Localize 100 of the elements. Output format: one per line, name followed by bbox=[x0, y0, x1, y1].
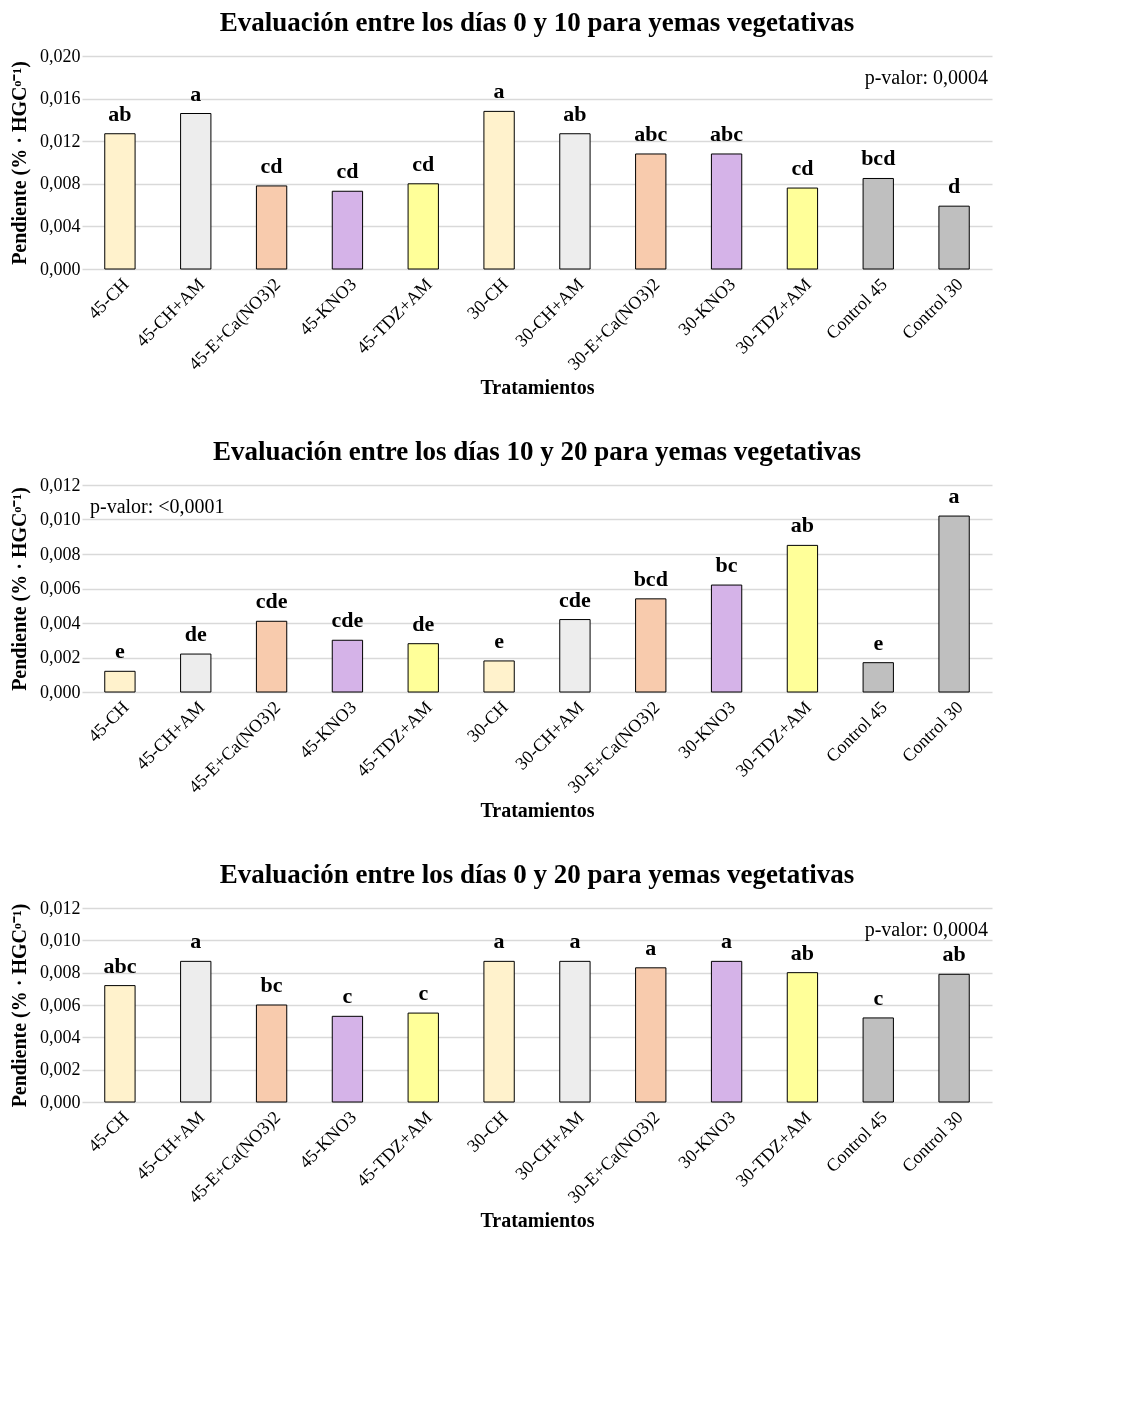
y-tick-label: 0,008 bbox=[40, 543, 81, 564]
y-tick-label: 0,008 bbox=[40, 962, 81, 983]
annotation: abc bbox=[103, 952, 137, 978]
bar bbox=[635, 598, 667, 693]
bar bbox=[938, 515, 970, 693]
bar bbox=[710, 584, 743, 693]
annotation: cd bbox=[791, 155, 814, 181]
chart-title: Evaluación entre los días 0 y 10 para yemas vegetativas bbox=[219, 7, 855, 37]
annotation: c bbox=[873, 984, 884, 1010]
y-tick-label: 0,008 bbox=[40, 173, 81, 194]
bar bbox=[331, 1015, 364, 1103]
annotation: bc bbox=[260, 972, 283, 997]
annotation: c bbox=[418, 980, 429, 1006]
bar bbox=[938, 205, 970, 270]
y-tick-label: 0,010 bbox=[40, 929, 81, 950]
y-tick-label: 0,012 bbox=[40, 130, 81, 151]
x-axis-title: Tratamientos bbox=[480, 1208, 595, 1231]
annotation: a bbox=[721, 928, 733, 954]
y-tick-label: 0,012 bbox=[40, 474, 81, 495]
annotation: cde bbox=[255, 588, 288, 614]
annotation: bcd bbox=[633, 565, 668, 591]
bar bbox=[180, 113, 212, 270]
annotation: a bbox=[190, 80, 202, 106]
annotation: cd bbox=[412, 150, 435, 176]
annotation: ab bbox=[790, 512, 815, 538]
y-tick-label: 0,000 bbox=[40, 681, 81, 702]
x-axis-title: Tratamientos bbox=[480, 798, 595, 821]
chart-title: Evaluación entre los días 10 y 20 para yemas vegetativas bbox=[212, 436, 862, 466]
y-tick-label: 0,010 bbox=[40, 509, 81, 529]
annotation: cde bbox=[559, 586, 592, 612]
bar bbox=[483, 660, 515, 693]
bar bbox=[710, 960, 743, 1103]
y-tick-label: 0,006 bbox=[40, 994, 81, 1015]
y-tick-label: 0,012 bbox=[40, 897, 81, 918]
bar bbox=[407, 1012, 439, 1103]
y-tick-label: 0,002 bbox=[40, 1059, 81, 1080]
annotation: de bbox=[184, 621, 207, 647]
bar bbox=[786, 187, 819, 270]
annotation: cd bbox=[336, 158, 359, 184]
y-tick-label: 0,016 bbox=[40, 88, 81, 109]
bar bbox=[862, 662, 894, 693]
annotation: cde bbox=[331, 607, 364, 633]
annotation: a bbox=[493, 78, 505, 104]
bar bbox=[104, 133, 136, 270]
annotation: a bbox=[948, 483, 960, 509]
annotation: d bbox=[947, 173, 961, 199]
bar bbox=[255, 1004, 288, 1103]
bar bbox=[180, 653, 212, 693]
x-axis-title: Tratamientos bbox=[480, 375, 595, 398]
bar bbox=[635, 153, 667, 270]
chart-title: Evaluación entre los días 0 y 20 para yemas vegetativas bbox=[219, 859, 855, 889]
annotation: c bbox=[342, 983, 353, 1009]
annotation: p-valor: 0,0004 bbox=[864, 918, 988, 941]
bar bbox=[104, 985, 136, 1103]
annotation: cd bbox=[260, 152, 283, 178]
bar bbox=[559, 133, 591, 270]
annotation: a bbox=[190, 928, 202, 954]
bar bbox=[559, 960, 591, 1103]
annotation: p-valor: <0,0001 bbox=[90, 495, 225, 518]
bar bbox=[786, 544, 819, 693]
bar bbox=[331, 639, 364, 693]
annotation: ab bbox=[942, 941, 966, 967]
y-tick-label: 0,004 bbox=[40, 1026, 81, 1047]
bar bbox=[255, 185, 288, 270]
y-axis-title: Pendiente (% · HGCᵒ⁻¹) bbox=[8, 903, 31, 1108]
y-tick-label: 0,004 bbox=[40, 215, 81, 236]
annotation: a bbox=[569, 928, 581, 954]
bar bbox=[862, 1017, 894, 1103]
y-tick-label: 0,006 bbox=[40, 578, 81, 598]
annotation: e bbox=[873, 629, 884, 655]
bar bbox=[483, 960, 515, 1103]
annotation: abc bbox=[634, 120, 668, 146]
bar bbox=[483, 110, 515, 270]
annotation: bc bbox=[715, 552, 738, 578]
bar bbox=[407, 643, 439, 693]
annotation: ab bbox=[563, 100, 587, 126]
bar bbox=[559, 619, 591, 693]
annotation: bcd bbox=[861, 145, 896, 171]
bar bbox=[862, 177, 894, 270]
y-tick-label: 0,000 bbox=[40, 258, 81, 279]
bar bbox=[104, 670, 136, 693]
bar bbox=[255, 620, 288, 693]
annotation: ab bbox=[790, 939, 815, 965]
bar bbox=[635, 967, 667, 1103]
y-axis-title: Pendiente (% · HGCᵒ⁻¹) bbox=[8, 487, 31, 691]
annotation: a bbox=[493, 928, 505, 954]
annotation: de bbox=[412, 610, 435, 636]
annotation: p-valor: 0,0004 bbox=[864, 66, 988, 89]
y-tick-label: 0,000 bbox=[40, 1091, 81, 1112]
annotation: e bbox=[494, 627, 505, 653]
y-tick-label: 0,002 bbox=[40, 647, 81, 667]
annotation: e bbox=[115, 638, 126, 664]
bar bbox=[331, 190, 364, 270]
bar bbox=[938, 973, 970, 1103]
bar bbox=[710, 153, 743, 270]
y-tick-label: 0,020 bbox=[40, 45, 81, 66]
annotation: abc bbox=[710, 120, 744, 146]
y-tick-label: 0,004 bbox=[40, 612, 81, 633]
annotation: a bbox=[645, 934, 657, 960]
bar bbox=[786, 972, 819, 1103]
